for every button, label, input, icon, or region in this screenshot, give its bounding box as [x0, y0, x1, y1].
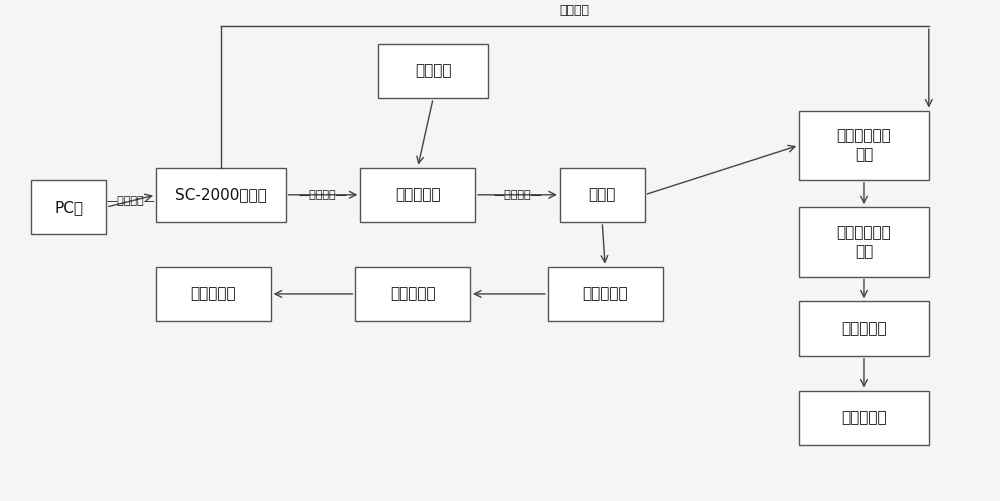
Bar: [355, 267, 470, 321]
Text: 振动测量仪: 振动测量仪: [390, 287, 436, 302]
Text: 一号压电加速
度计: 一号压电加速 度计: [837, 128, 891, 162]
Bar: [799, 391, 929, 445]
Text: 功率放大器: 功率放大器: [395, 187, 441, 202]
Text: 反馈信号: 反馈信号: [560, 5, 590, 18]
Text: 励磁电源: 励磁电源: [415, 64, 451, 78]
Bar: [560, 167, 645, 222]
Text: PC机: PC机: [54, 200, 83, 215]
Text: 二号压电加速
度计: 二号压电加速 度计: [837, 225, 891, 259]
Text: 二号数字表: 二号数字表: [841, 410, 887, 425]
Bar: [799, 207, 929, 277]
Bar: [548, 267, 663, 321]
Bar: [799, 302, 929, 356]
Text: 一号数字表: 一号数字表: [190, 287, 236, 302]
Text: 电荷放大器: 电荷放大器: [841, 321, 887, 336]
Bar: [378, 44, 488, 98]
Text: —驱动信号—: —驱动信号—: [299, 190, 347, 200]
Text: —电压信号—: —电压信号—: [493, 190, 542, 200]
Text: 振动传感器: 振动传感器: [582, 287, 628, 302]
Bar: [156, 267, 271, 321]
Bar: [360, 167, 475, 222]
Bar: [799, 111, 929, 180]
Text: SC-2000控制器: SC-2000控制器: [175, 187, 267, 202]
Text: 振动台: 振动台: [589, 187, 616, 202]
Bar: [31, 180, 106, 234]
Text: —控制信号—: —控制信号—: [107, 196, 155, 206]
Bar: [156, 167, 286, 222]
